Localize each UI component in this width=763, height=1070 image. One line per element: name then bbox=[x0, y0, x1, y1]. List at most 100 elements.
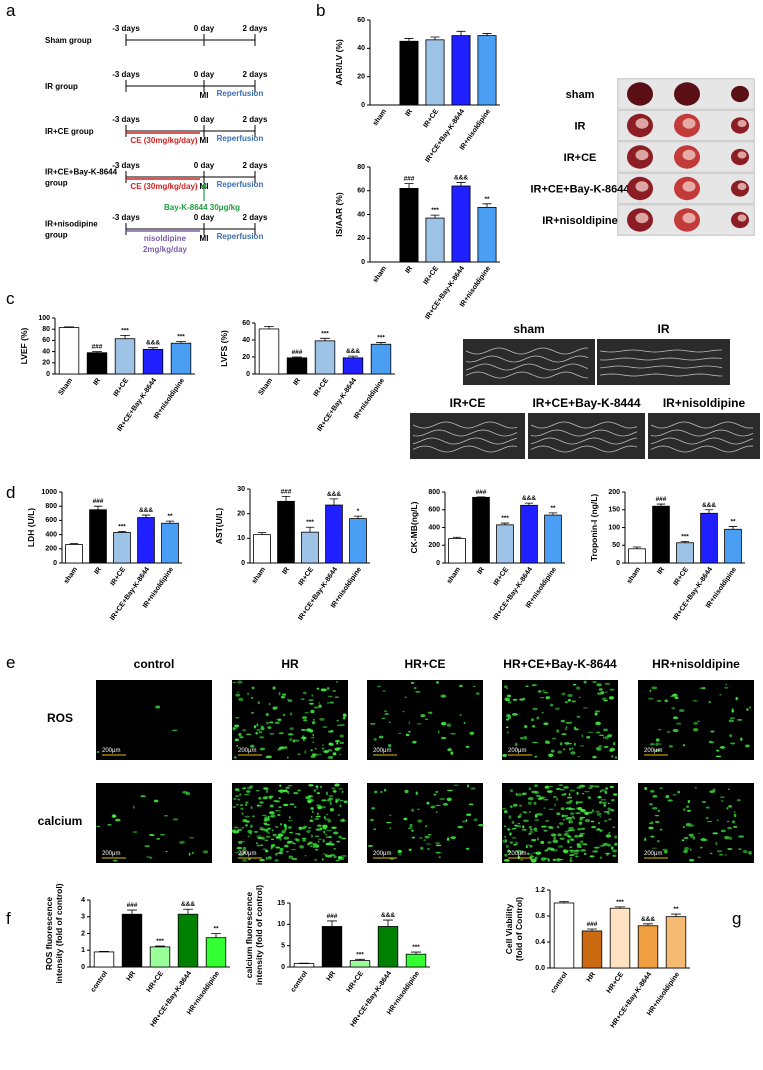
cell bbox=[256, 835, 262, 837]
cell bbox=[654, 815, 660, 817]
cell bbox=[742, 849, 748, 854]
cell bbox=[579, 784, 585, 788]
cell bbox=[587, 731, 594, 733]
cell bbox=[274, 809, 281, 812]
cell bbox=[683, 849, 688, 854]
cell bbox=[437, 730, 440, 734]
cell bbox=[259, 826, 264, 829]
echo-label: IR+CE+Bay-K-8444 bbox=[532, 396, 640, 410]
cell bbox=[310, 755, 316, 758]
column-header: HR+CE+Bay-K-8644 bbox=[503, 657, 617, 671]
cell bbox=[246, 790, 251, 793]
bar bbox=[286, 357, 308, 375]
cell bbox=[303, 719, 308, 722]
cell bbox=[424, 718, 429, 721]
cell bbox=[337, 814, 340, 816]
bar bbox=[472, 496, 490, 564]
cell bbox=[665, 794, 670, 799]
cell bbox=[336, 681, 339, 684]
cell bbox=[182, 791, 188, 794]
y-axis-label: AAR/LV (%) bbox=[334, 39, 344, 86]
infarct bbox=[682, 212, 696, 224]
cell bbox=[341, 790, 344, 793]
cell bbox=[312, 733, 315, 737]
cell bbox=[475, 692, 480, 696]
panel-label: b bbox=[316, 1, 325, 20]
cell bbox=[506, 694, 512, 698]
cell bbox=[733, 811, 736, 813]
cell bbox=[574, 834, 579, 838]
cell bbox=[576, 715, 581, 718]
cell bbox=[560, 719, 565, 723]
cell bbox=[565, 801, 572, 805]
cell bbox=[302, 839, 307, 842]
cell bbox=[746, 708, 749, 711]
cell bbox=[552, 840, 558, 843]
x-tick-label: IR+nisoldipine bbox=[353, 377, 386, 420]
cell bbox=[583, 680, 587, 684]
significance: *** bbox=[118, 523, 126, 530]
column-header: control bbox=[134, 657, 175, 671]
cell bbox=[251, 686, 255, 690]
cell bbox=[600, 799, 607, 801]
cell bbox=[570, 856, 572, 860]
bar bbox=[724, 528, 742, 564]
error-bar bbox=[353, 515, 363, 519]
cell bbox=[601, 697, 607, 701]
cell bbox=[536, 716, 540, 720]
cell bbox=[567, 693, 573, 697]
cell bbox=[557, 833, 562, 837]
cell bbox=[569, 846, 573, 849]
infarct bbox=[635, 118, 649, 129]
bar bbox=[451, 185, 471, 263]
cell bbox=[160, 833, 166, 836]
fluorescence-image bbox=[232, 783, 348, 863]
y-tick-label: 0.4 bbox=[535, 939, 545, 946]
cell bbox=[508, 815, 512, 819]
cell bbox=[369, 818, 374, 822]
cell bbox=[716, 850, 723, 853]
cell bbox=[528, 825, 532, 829]
cell bbox=[307, 827, 312, 829]
cell bbox=[337, 856, 343, 860]
cell bbox=[689, 858, 695, 862]
cell bbox=[745, 744, 750, 748]
cell bbox=[278, 789, 282, 792]
cell bbox=[294, 833, 300, 835]
error-bar bbox=[320, 337, 330, 341]
cell bbox=[310, 709, 315, 714]
panel-label: g bbox=[732, 909, 741, 928]
bar bbox=[93, 951, 115, 968]
timeline-label: 2 days bbox=[243, 213, 268, 222]
cell bbox=[564, 741, 570, 745]
cell bbox=[584, 811, 590, 816]
cell bbox=[463, 721, 466, 724]
cell bbox=[609, 785, 614, 788]
cell bbox=[536, 795, 541, 797]
cell bbox=[612, 826, 616, 828]
cell bbox=[466, 813, 472, 816]
timeline-label: 2 days bbox=[243, 115, 268, 124]
cell bbox=[608, 832, 611, 834]
cell bbox=[607, 802, 610, 805]
cell bbox=[587, 796, 591, 799]
column-header: HR bbox=[281, 657, 299, 671]
cell bbox=[518, 804, 523, 807]
cell bbox=[748, 851, 752, 855]
error-bar bbox=[656, 503, 666, 507]
group-name: group bbox=[45, 179, 68, 188]
cell bbox=[536, 812, 543, 816]
y-tick-label: 20 bbox=[42, 360, 50, 367]
cell bbox=[595, 810, 600, 813]
cell bbox=[651, 807, 658, 810]
cell bbox=[308, 841, 313, 845]
cell bbox=[574, 852, 579, 855]
cell bbox=[531, 684, 537, 687]
cell bbox=[647, 697, 654, 700]
cell bbox=[610, 809, 615, 812]
x-tick-label: Sham bbox=[257, 377, 274, 397]
row-header: ROS bbox=[47, 711, 73, 725]
cell bbox=[321, 858, 324, 861]
cell bbox=[333, 847, 337, 850]
cell bbox=[612, 849, 618, 853]
